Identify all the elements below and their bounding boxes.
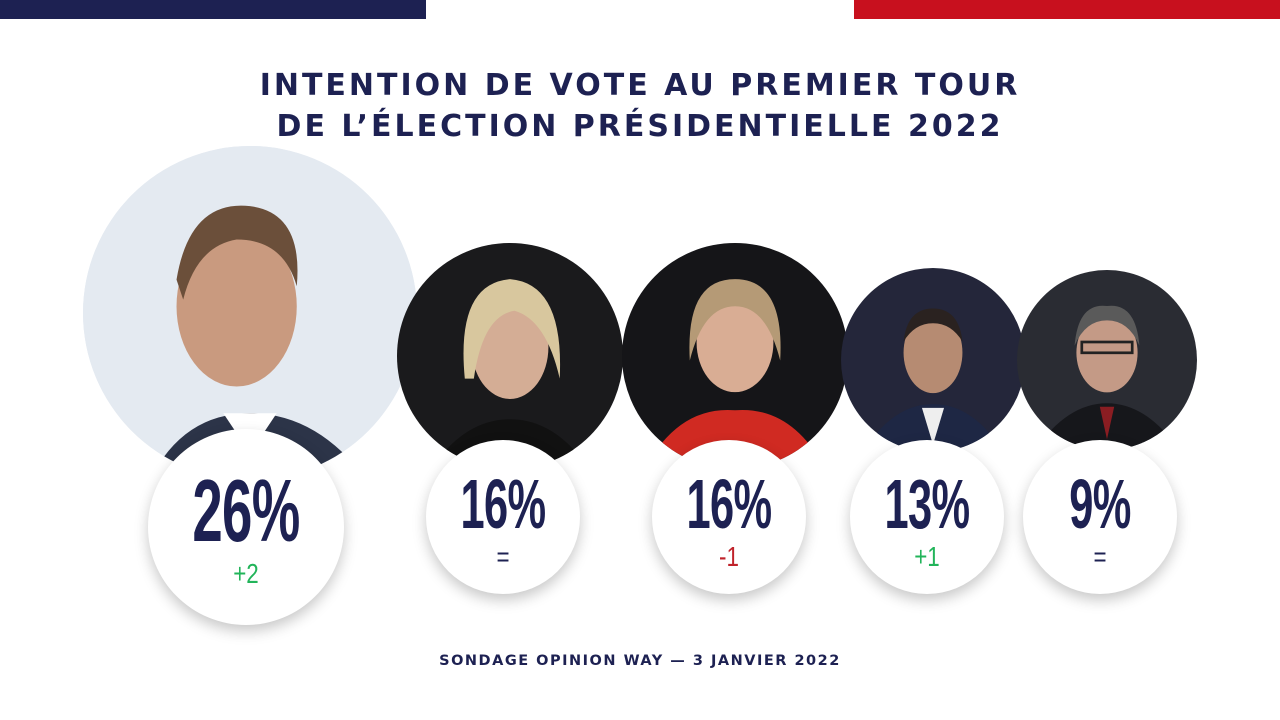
- percentage: 16%: [686, 465, 772, 543]
- result-bubble-5: 9% =: [1023, 440, 1177, 594]
- percentage: 9%: [1069, 465, 1131, 543]
- change: =: [1093, 541, 1107, 572]
- percentage: 26%: [192, 461, 300, 560]
- percentage: 13%: [884, 465, 970, 543]
- candidate-5-photo: [1017, 270, 1197, 450]
- result-bubble-3: 16% -1: [652, 440, 806, 594]
- result-bubble-4: 13% +1: [850, 440, 1004, 594]
- change: +1: [914, 541, 940, 572]
- change: -1: [719, 541, 739, 572]
- flag-red-bar: [854, 0, 1280, 19]
- change: +2: [233, 558, 259, 589]
- source-footer: SONDAGE OPINION WAY — 3 JANVIER 2022: [439, 653, 841, 669]
- percentage: 16%: [460, 465, 546, 543]
- flag-blue-bar: [0, 0, 426, 19]
- title-line-2: DE L’ÉLECTION PRÉSIDENTIELLE 2022: [276, 109, 1004, 144]
- result-bubble-2: 16% =: [426, 440, 580, 594]
- candidate-2-photo: [397, 243, 623, 469]
- candidate-1-photo: [83, 146, 417, 480]
- candidate-4-photo: [841, 268, 1025, 452]
- title-line-1: INTENTION DE VOTE AU PREMIER TOUR: [259, 68, 1021, 103]
- candidate-3-photo: [622, 243, 848, 469]
- result-bubble-1: 26% +2: [148, 429, 344, 625]
- change: =: [496, 541, 510, 572]
